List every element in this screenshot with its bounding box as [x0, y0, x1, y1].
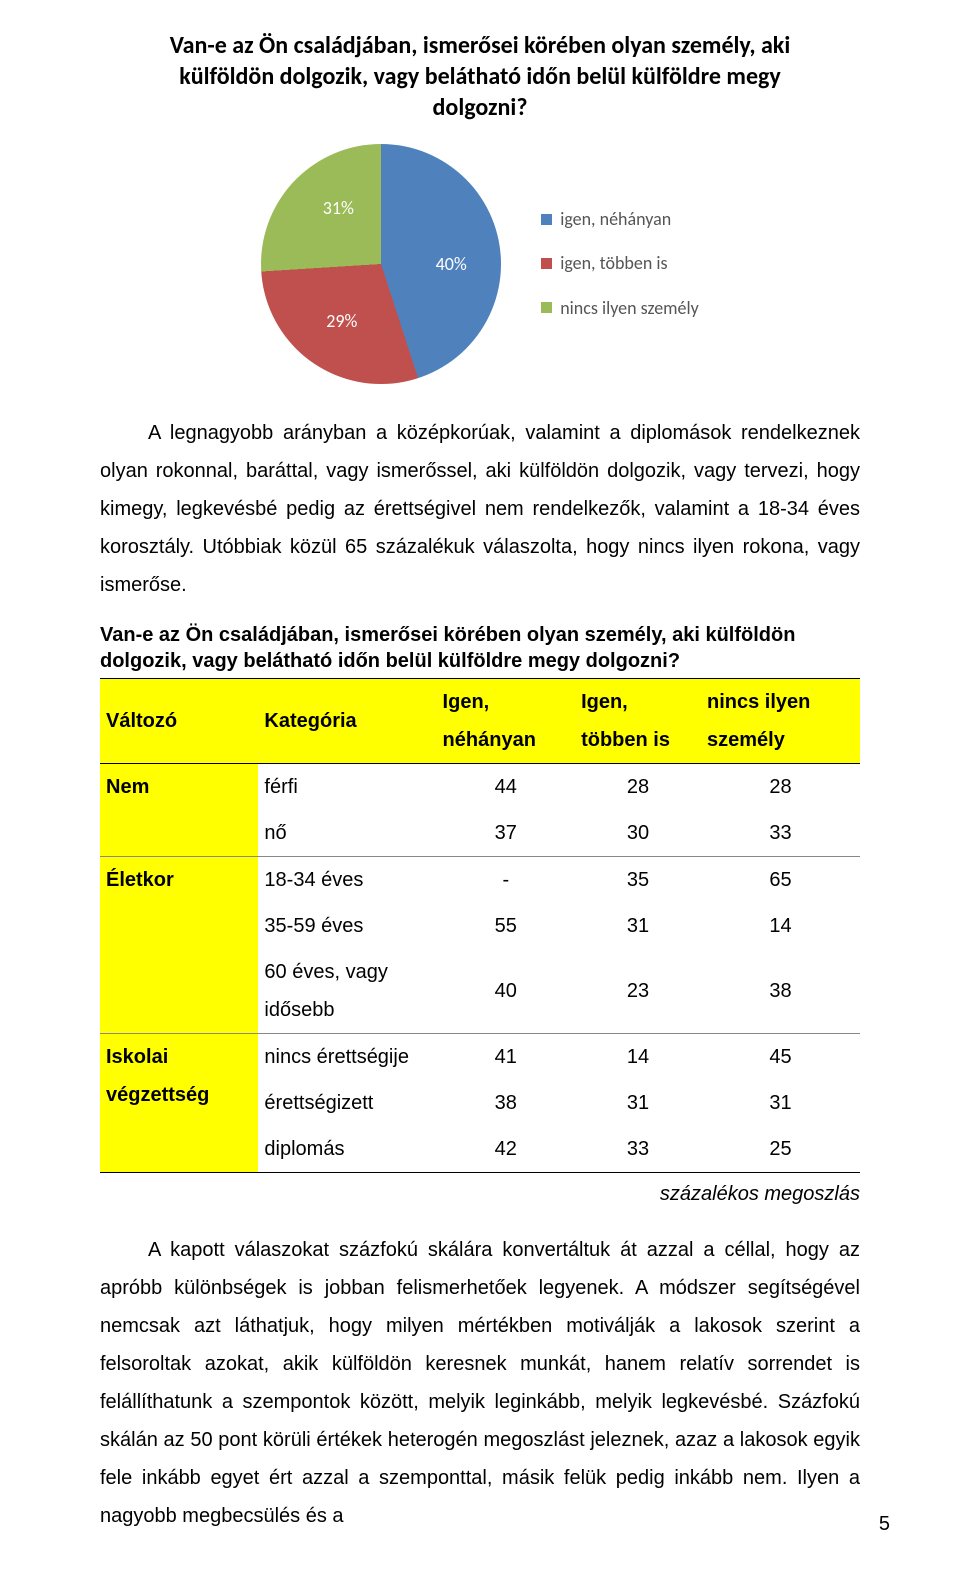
document-page: Van-e az Ön családjában, ismerősei köréb…	[0, 0, 960, 1571]
variable-cell: Életkor	[100, 856, 258, 1033]
category-cell: 35-59 éves	[258, 903, 436, 949]
value-cell: 45	[701, 1033, 860, 1080]
paragraph-1: A legnagyobb arányban a középkorúak, val…	[100, 414, 860, 604]
value-cell: 44	[437, 763, 576, 810]
category-cell: nincs érettségije	[258, 1033, 436, 1080]
value-cell: 35	[575, 856, 701, 903]
legend-item: igen, többen is	[541, 246, 699, 280]
value-cell: 38	[437, 1080, 576, 1126]
category-cell: 60 éves, vagy idősebb	[258, 949, 436, 1034]
breakdown-table: VáltozóKategóriaIgen, néhányanIgen, több…	[100, 678, 860, 1173]
table-header-cell: Kategória	[258, 678, 436, 763]
table-header-cell: Igen, többen is	[575, 678, 701, 763]
legend-item: nincs ilyen személy	[541, 291, 699, 325]
legend-label: igen, többen is	[560, 246, 667, 280]
table-header-cell: Változó	[100, 678, 258, 763]
value-cell: 33	[575, 1126, 701, 1173]
category-cell: érettségizett	[258, 1080, 436, 1126]
value-cell: 14	[701, 903, 860, 949]
pie-chart: 40%29%31%	[261, 144, 501, 384]
value-cell: 65	[701, 856, 860, 903]
chart-legend: igen, néhányan igen, többen is nincs ilyen…	[541, 202, 699, 325]
pie-graphic	[261, 144, 501, 384]
value-cell: 31	[575, 903, 701, 949]
value-cell: 33	[701, 810, 860, 857]
legend-label: igen, néhányan	[560, 202, 671, 236]
category-cell: nő	[258, 810, 436, 857]
value-cell: 25	[701, 1126, 860, 1173]
category-cell: 18-34 éves	[258, 856, 436, 903]
variable-cell: Iskolai végzettség	[100, 1033, 258, 1172]
value-cell: 38	[701, 949, 860, 1034]
legend-swatch	[541, 258, 552, 269]
chart-title: Van-e az Ön családjában, ismerősei köréb…	[160, 30, 800, 124]
category-cell: férfi	[258, 763, 436, 810]
category-cell: diplomás	[258, 1126, 436, 1173]
table-header-cell: Igen, néhányan	[437, 678, 576, 763]
table-caption: Van-e az Ön családjában, ismerősei köréb…	[100, 622, 860, 674]
table-footnote: százalékos megoszlás	[100, 1175, 860, 1213]
legend-swatch	[541, 214, 552, 225]
paragraph-2: A kapott válaszokat százfokú skálára kon…	[100, 1231, 860, 1535]
legend-swatch	[541, 302, 552, 313]
value-cell: 31	[575, 1080, 701, 1126]
value-cell: 23	[575, 949, 701, 1034]
value-cell: 40	[437, 949, 576, 1034]
pie-chart-region: 40%29%31% igen, néhányan igen, többen is n…	[100, 144, 860, 384]
value-cell: 37	[437, 810, 576, 857]
legend-label: nincs ilyen személy	[560, 291, 699, 325]
legend-item: igen, néhányan	[541, 202, 699, 236]
value-cell: 31	[701, 1080, 860, 1126]
table-row: Iskolai végzettségnincs érettségije41144…	[100, 1033, 860, 1080]
value-cell: 28	[701, 763, 860, 810]
table-row: Életkor18-34 éves-3565	[100, 856, 860, 903]
value-cell: 14	[575, 1033, 701, 1080]
value-cell: -	[437, 856, 576, 903]
value-cell: 55	[437, 903, 576, 949]
value-cell: 30	[575, 810, 701, 857]
table-header-cell: nincs ilyen személy	[701, 678, 860, 763]
page-number: 5	[879, 1505, 890, 1543]
variable-cell: Nem	[100, 763, 258, 856]
value-cell: 42	[437, 1126, 576, 1173]
table-row: Nemférfi442828	[100, 763, 860, 810]
value-cell: 28	[575, 763, 701, 810]
value-cell: 41	[437, 1033, 576, 1080]
